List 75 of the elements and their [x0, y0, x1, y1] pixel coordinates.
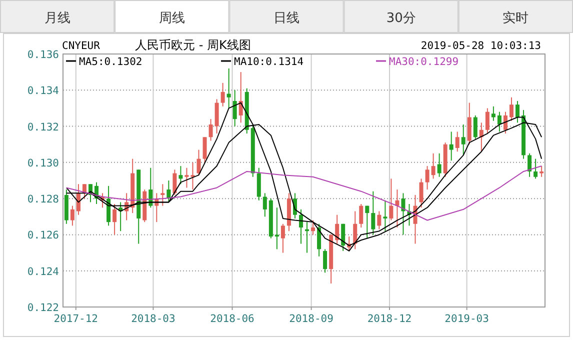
candlestick [540, 166, 544, 178]
candlestick [262, 192, 267, 218]
x-tick-label: 2018-06 [210, 313, 254, 325]
legend-label: MA10:0.1314 [234, 56, 304, 68]
chart-subtitle: CNYEUR [62, 40, 101, 52]
candlestick [256, 167, 261, 201]
candlestick [377, 210, 382, 230]
y-tick-label: 0.130 [27, 157, 59, 170]
candlestick [437, 152, 442, 178]
candlestick [274, 207, 279, 250]
candlestick [401, 192, 406, 236]
candlestick [467, 102, 472, 145]
x-tick-label: 2017-12 [54, 313, 98, 325]
y-tick-label: 0.134 [27, 85, 59, 98]
x-tick-label: 2018-12 [367, 313, 412, 325]
candlestick [220, 82, 225, 107]
candlestick [497, 111, 502, 132]
candlestick [455, 131, 460, 152]
candlestick [172, 169, 177, 196]
candlestick [232, 90, 237, 127]
candlestick [178, 166, 183, 185]
y-tick-label: 0.124 [27, 266, 59, 278]
line-series [66, 102, 542, 252]
candlestick [202, 136, 207, 163]
candlestick [317, 223, 322, 257]
candlestick [491, 106, 496, 122]
legend-label: MA30:0.1299 [389, 56, 459, 68]
candlestick [528, 152, 532, 178]
line-series [66, 166, 542, 221]
candlestick [70, 205, 74, 226]
candlestick [112, 203, 117, 236]
candlestick [485, 108, 490, 134]
candlestick [419, 178, 424, 208]
x-tick-label: 2018-03 [131, 313, 176, 325]
tabs: 月线 周线 日线 30分 实时 [0, 0, 573, 33]
candlestick [371, 190, 376, 236]
candlestick [359, 203, 364, 228]
candlestick [208, 118, 213, 142]
candlestick [196, 149, 201, 176]
candlestick [184, 167, 189, 188]
candlestick [311, 220, 316, 236]
candlestick [298, 208, 303, 244]
y-tick-label: 0.126 [27, 230, 59, 242]
y-tick-label: 0.122 [27, 302, 59, 314]
x-tick-label: 2018-09 [289, 313, 334, 325]
candlestick [389, 178, 394, 221]
candlestick [473, 114, 478, 140]
legend-label: MA5:0.1302 [79, 56, 142, 68]
candlestick [365, 205, 370, 239]
candlestick [534, 158, 538, 180]
candlestick [516, 100, 520, 124]
candlestick [509, 96, 514, 122]
candlestick [214, 98, 219, 134]
candlestick [226, 68, 231, 109]
candlestick [425, 166, 430, 190]
candlestick [449, 131, 454, 162]
candlestick [341, 223, 346, 252]
candlestick [353, 210, 358, 250]
candlestick [335, 214, 340, 244]
candlestick [503, 111, 508, 134]
chart-title: 人民币欧元 - 周K线图 [135, 38, 251, 52]
candlestick [431, 152, 436, 180]
x-tick-label: 2019-03 [444, 313, 489, 325]
candlestick [280, 223, 285, 254]
y-tick-label: 0.132 [27, 121, 59, 134]
text: 2019-05-28 10:03:13 [420, 40, 541, 52]
candlestick [323, 248, 328, 274]
candlestick [383, 200, 388, 232]
y-tick-label: 0.128 [27, 194, 59, 206]
y-tick-label: 0.136 [27, 49, 59, 61]
candlestick [160, 184, 165, 206]
candlestick [76, 184, 80, 216]
candlestick [106, 185, 111, 226]
candlestick [461, 124, 466, 156]
candlestick [190, 162, 195, 190]
